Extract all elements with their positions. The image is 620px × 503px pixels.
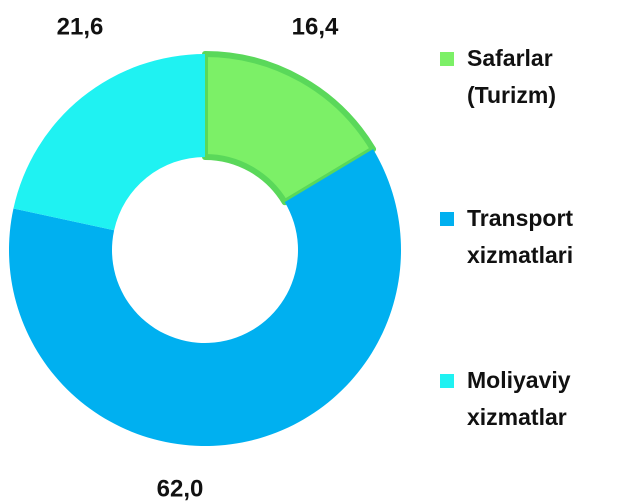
legend-swatch <box>440 52 454 66</box>
data-label: 21,6 <box>57 13 104 40</box>
legend-swatch <box>440 374 454 388</box>
donut-slice <box>13 54 206 231</box>
legend-label: Safarlar (Turizm) <box>467 45 557 108</box>
data-label: 16,4 <box>292 13 339 40</box>
data-label: 62,0 <box>157 475 204 502</box>
legend-label: Moliyaviy xizmatlar <box>467 367 571 430</box>
donut-slice <box>8 149 401 447</box>
legend-label: Transport xizmatlari <box>467 205 574 268</box>
donut-slice <box>202 51 377 206</box>
legend-swatch <box>440 212 454 226</box>
